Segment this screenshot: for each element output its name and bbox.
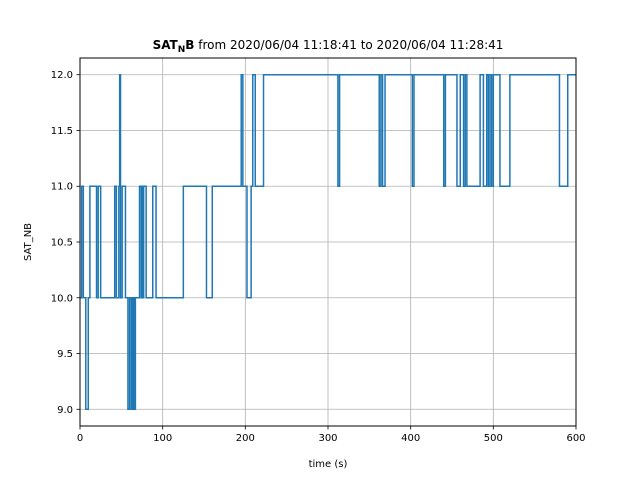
y-tick-label: 9.5 [57,349,73,360]
x-axis-label: time (s) [309,459,348,470]
y-axis-label: SAT_NB [23,223,34,261]
x-tick-label: 600 [566,433,585,444]
y-ticks: 9.0 9.5 10.0 10.5 11.0 11.5 12.0 [51,70,80,416]
y-tick-label: 10.5 [51,238,73,249]
y-tick-label: 9.0 [57,405,73,416]
series-layer [80,73,576,411]
x-tick-label: 100 [153,433,172,444]
title-main: SAT [153,38,179,52]
x-tick-label: 200 [236,433,255,444]
x-tick-label: 400 [401,433,420,444]
y-tick-label: 10.0 [51,293,73,304]
x-tick-label: 0 [77,433,83,444]
y-tick-label: 11.5 [51,126,73,137]
title-suffix-b: B [185,38,194,52]
title-subscript: N [178,45,186,55]
y-tick-label: 12.0 [51,70,73,81]
y-tick-label: 11.0 [51,182,73,193]
x-ticks: 0 100 200 300 400 500 600 [77,426,586,444]
x-tick-label: 300 [318,433,337,444]
title-rest: from 2020/06/04 11:18:41 to 2020/06/04 1… [194,38,503,52]
chart-title: SATNB from 2020/06/04 11:18:41 to 2020/0… [153,38,504,55]
x-tick-label: 500 [484,433,503,444]
series-line [80,73,576,411]
